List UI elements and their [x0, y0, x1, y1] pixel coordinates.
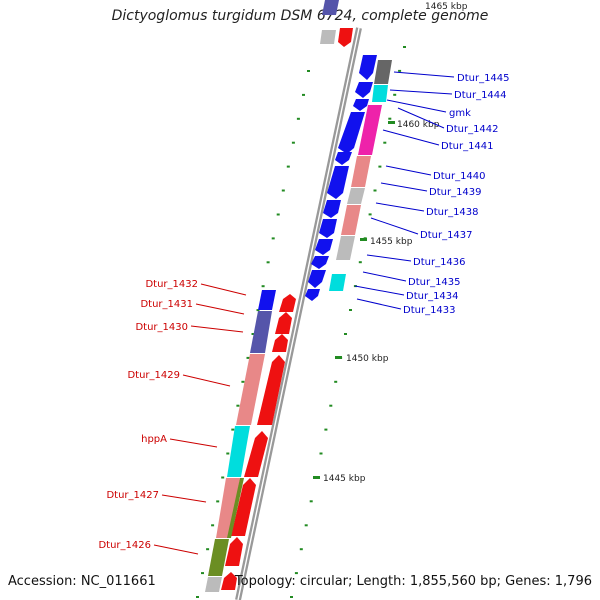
scale-tick — [307, 70, 310, 72]
scale-tick — [216, 500, 220, 503]
gene-dtur-1443-block — [372, 85, 388, 102]
scale-tick — [309, 500, 313, 503]
gene-hppa-block — [227, 426, 250, 477]
gene-dtur-1435-block — [329, 274, 346, 291]
gene-dtur-1430-block — [250, 311, 272, 353]
gene-label-dtur-1434: Dtur_1434 — [406, 291, 459, 302]
gene-label-dtur-1431: Dtur_1431 — [140, 299, 193, 310]
scale-tick — [299, 548, 303, 551]
gene-dtur-1427-block — [216, 478, 240, 538]
forward-outer-genes — [329, 60, 392, 291]
gene-label-dtur-1445: Dtur_1445 — [457, 73, 510, 84]
scale-tick — [276, 213, 280, 216]
scale-tick — [304, 524, 308, 527]
scale-tick — [358, 261, 362, 264]
gene-label-dtur-1435: Dtur_1435 — [408, 277, 461, 288]
gene-label-dtur-1430: Dtur_1430 — [135, 322, 188, 333]
scale-tick — [256, 309, 260, 312]
scale-tick — [388, 117, 392, 120]
reverse-outer-genes — [205, 290, 276, 592]
scale-tick — [368, 213, 372, 216]
scale-tick — [324, 428, 328, 431]
gene-label-dtur-1437: Dtur_1437 — [420, 230, 473, 241]
scale-label-1455: 1455 kbp — [370, 237, 413, 247]
scale-tick — [290, 596, 293, 598]
scale-tick — [349, 309, 352, 311]
gene-dtur-1439-block — [347, 188, 365, 204]
scale-tick — [246, 356, 250, 359]
gene-dtur-1437-block — [336, 236, 355, 260]
scale-tick — [281, 189, 285, 192]
scale-tick — [286, 165, 290, 168]
scale-tick — [319, 452, 323, 455]
gene-label-dtur-1441: Dtur_1441 — [441, 141, 494, 152]
scale-label-1460: 1460 kbp — [397, 120, 440, 130]
gene-dtur-1426-block — [208, 539, 229, 576]
gene-label-dtur-1438: Dtur_1438 — [426, 207, 479, 218]
scale-tick — [334, 380, 338, 383]
gene-dtur-1440-block — [351, 156, 371, 187]
scale-tick — [378, 165, 382, 168]
genome-summary: Topology: circular; Length: 1,855,560 bp… — [234, 574, 592, 589]
scale-tick — [302, 93, 305, 96]
gene-dtur-1429-block — [236, 354, 265, 425]
gene-dtur-1432-block — [258, 290, 276, 310]
scale-tick — [403, 46, 406, 48]
gene-label-dtur-1440: Dtur_1440 — [433, 171, 486, 182]
gene-label-dtur-1432: Dtur_1432 — [145, 279, 198, 290]
scale-tick — [294, 572, 298, 575]
scale-label-1450: 1450 kbp — [346, 354, 389, 364]
gene-dtur-1445-block — [374, 60, 392, 84]
scale-ticks — [196, 46, 406, 598]
scale-tick — [226, 452, 230, 455]
gene-dtur-1438-block — [341, 205, 361, 235]
gene-label-dtur-1444: Dtur_1444 — [454, 90, 507, 101]
leader-lines-left — [153, 283, 247, 555]
scale-tick — [383, 141, 387, 144]
scale-label-1445: 1445 kbp — [323, 474, 366, 484]
gene-dtur-1441-block — [358, 105, 382, 155]
scale-tick — [271, 237, 275, 240]
accession-label: Accession: NC_011661 — [8, 574, 156, 589]
scale-tick — [251, 333, 255, 335]
gene-label-dtur-1429: Dtur_1429 — [127, 370, 180, 381]
gene-label-dtur-1436: Dtur_1436 — [413, 257, 466, 268]
chromosome-backbone — [235, 27, 362, 600]
figure-title: Dictyoglomus turgidum DSM 6724, complete… — [111, 8, 489, 24]
gene-label-dtur-1427: Dtur_1427 — [106, 490, 159, 501]
scale-label-1465: 1465 kbp — [425, 2, 468, 12]
leader-lines-right — [354, 71, 455, 310]
scale-tick — [241, 380, 245, 383]
scale-tick — [206, 548, 210, 551]
gene-label-gmk: gmk — [449, 108, 471, 119]
reverse-inner-arrows — [221, 294, 296, 590]
scale-tick — [393, 93, 397, 96]
scale-tick — [398, 69, 402, 72]
scale-tick — [344, 333, 347, 335]
gene-label-dtur-1433: Dtur_1433 — [403, 305, 456, 316]
scale-tick — [196, 596, 199, 598]
scale-tick — [201, 572, 204, 575]
gene-label-dtur-1442: Dtur_1442 — [446, 124, 499, 135]
scale-tick — [211, 524, 215, 527]
scale-tick — [373, 189, 377, 192]
gene-label-dtur-1439: Dtur_1439 — [429, 187, 482, 198]
scale-tick — [231, 428, 235, 431]
forward-inner-arrows — [305, 55, 377, 301]
scale-tick — [266, 261, 270, 264]
top-features — [320, 0, 353, 47]
scale-tick — [329, 404, 333, 407]
scale-tick — [261, 285, 265, 288]
scale-tick — [291, 141, 295, 144]
scale-tick — [236, 404, 240, 407]
scale-tick — [221, 476, 225, 479]
gene-label-dtur-1426: Dtur_1426 — [98, 540, 151, 551]
gene-label-hppa: hppA — [141, 434, 167, 445]
scale-tick — [296, 117, 300, 120]
